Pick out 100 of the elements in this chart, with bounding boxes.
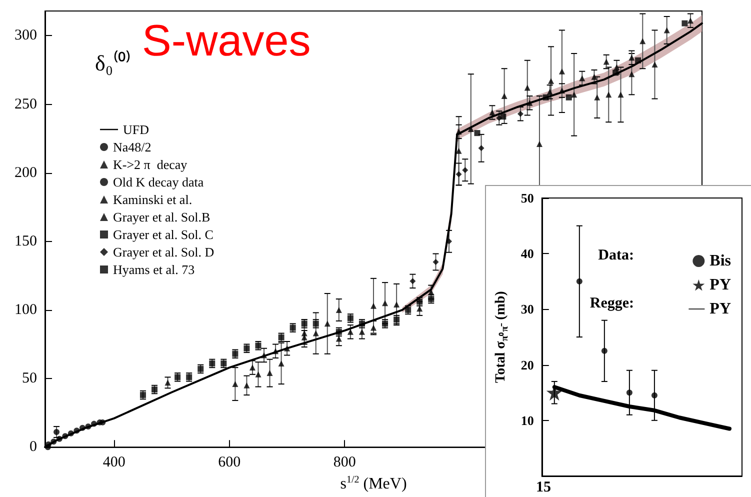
legend-label: Na48/2 [113,140,152,154]
point [272,348,279,354]
point [232,381,238,388]
y-tick-label: 30 [520,302,534,317]
point [579,75,586,82]
point [370,324,376,331]
y-tick-label: 250 [14,96,37,112]
point [640,38,646,44]
point [244,382,250,388]
point [68,430,74,436]
legend-label: Old K decay data [113,174,204,190]
point [682,20,688,26]
legend-label: Bis [710,252,731,270]
point [626,390,632,396]
point [652,61,658,68]
point [635,57,642,64]
y-tick-label: 40 [520,246,534,262]
point [601,348,608,354]
point [576,278,582,284]
point [456,171,462,178]
point [405,306,412,313]
point [591,74,598,80]
legend-label: Hyams et al. 73 [113,262,195,277]
point [524,84,530,91]
point [255,371,262,378]
point [468,126,474,132]
point [462,167,468,174]
legend-label: UFD [123,122,150,137]
point [558,68,565,74]
point [312,330,319,336]
y-tick-label: 20 [520,357,534,372]
point [284,345,290,352]
point [432,258,439,265]
point [612,70,619,76]
point [54,429,60,436]
point [50,438,57,445]
x-tick-label: 400 [102,454,126,471]
point [382,300,388,306]
point [220,360,227,366]
point [100,419,106,426]
x-tick-label: 800 [333,454,356,471]
point [410,278,416,284]
y-tick-label: 50 [520,190,534,206]
legend-label: PY [710,276,732,294]
point [74,428,80,434]
x-tick-label: 600 [218,454,241,471]
point [209,360,216,366]
point [336,306,342,313]
point [416,306,423,312]
y-axis-title: δ₀⁽⁰⁾ [95,50,132,76]
point [542,94,549,100]
point [618,92,624,98]
y-tick-label: 100 [14,302,37,318]
point [651,392,658,398]
point [546,88,553,95]
point [301,334,308,340]
legend-label: Grayer et al. Sol. C [113,227,214,242]
point [358,328,365,335]
point [501,93,508,100]
point [394,301,400,308]
point [526,100,533,106]
point [489,109,496,116]
point [261,352,267,358]
point [198,366,204,372]
point [664,27,670,34]
point [266,370,273,376]
legend-label: Kaminski et al. [113,192,192,207]
point [44,444,51,450]
point [628,71,635,78]
legend-label: K->2 π decay [113,157,188,172]
point [370,302,376,309]
point [594,94,600,100]
point [164,380,171,386]
legend-label: PY [710,300,732,318]
y-tick-label: 300 [14,28,37,44]
point [687,18,694,24]
annotation: Regge: [590,296,634,312]
point [536,141,542,148]
point [474,130,480,136]
point [456,128,462,135]
point [517,110,524,117]
legend-label: Grayer et al. Sol.B [113,210,210,224]
point [90,420,97,427]
chart-title: S-waves [142,16,311,66]
point [140,392,146,398]
point [324,320,330,327]
y-tick-label: 200 [14,164,37,181]
point [79,424,86,431]
y-tick-label: 150 [14,233,37,250]
point [152,386,158,392]
point [56,436,62,442]
point [566,94,572,100]
point [249,364,256,371]
point [278,360,284,366]
legend-label: Grayer et al. Sol. D [113,244,214,260]
y-axis-title: Total σπ⁰π⁻ (mb) [494,290,510,383]
y-tick-label: 50 [22,370,37,387]
point [548,78,554,84]
point [85,424,92,430]
annotation: Data: [598,248,634,264]
